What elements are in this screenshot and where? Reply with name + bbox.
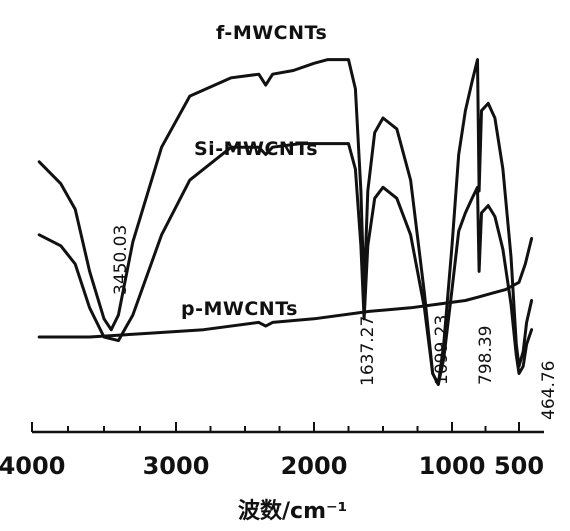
- series-label-si-mwcnts: Si-MWCNTs: [194, 138, 318, 160]
- peak-label-1637: 1637.27: [358, 316, 378, 386]
- series-label-f-mwcnts: f-MWCNTs: [216, 22, 327, 44]
- series-line-f-mwcnts: [37, 58, 534, 386]
- series-label-p-mwcnts: p-MWCNTs: [181, 298, 298, 320]
- x-tick-label-500: 500: [494, 452, 544, 480]
- x-axis-ticks: 4000 3000 2000 1000 500: [0, 422, 544, 480]
- peak-label-3450: 3450.03: [111, 225, 131, 295]
- peak-labels: 3450.03 1637.27 1099.23 798.39 464.76: [111, 225, 559, 420]
- peak-label-1099: 1099.23: [432, 315, 452, 385]
- peak-label-798: 798.39: [476, 326, 496, 385]
- peak-label-464: 464.76: [539, 361, 559, 420]
- series-line-si-mwcnts: [37, 142, 534, 386]
- series-labels: f-MWCNTs Si-MWCNTs p-MWCNTs: [181, 22, 327, 320]
- x-tick-label-3000: 3000: [143, 452, 210, 480]
- x-tick-label-1000: 1000: [419, 452, 486, 480]
- x-axis-title: 波数/cm⁻¹: [238, 498, 347, 524]
- curves-layer: [37, 58, 534, 386]
- x-tick-label-2000: 2000: [281, 452, 348, 480]
- x-tick-label-4000: 4000: [0, 452, 65, 480]
- series-line-p-mwcnts: [37, 237, 534, 339]
